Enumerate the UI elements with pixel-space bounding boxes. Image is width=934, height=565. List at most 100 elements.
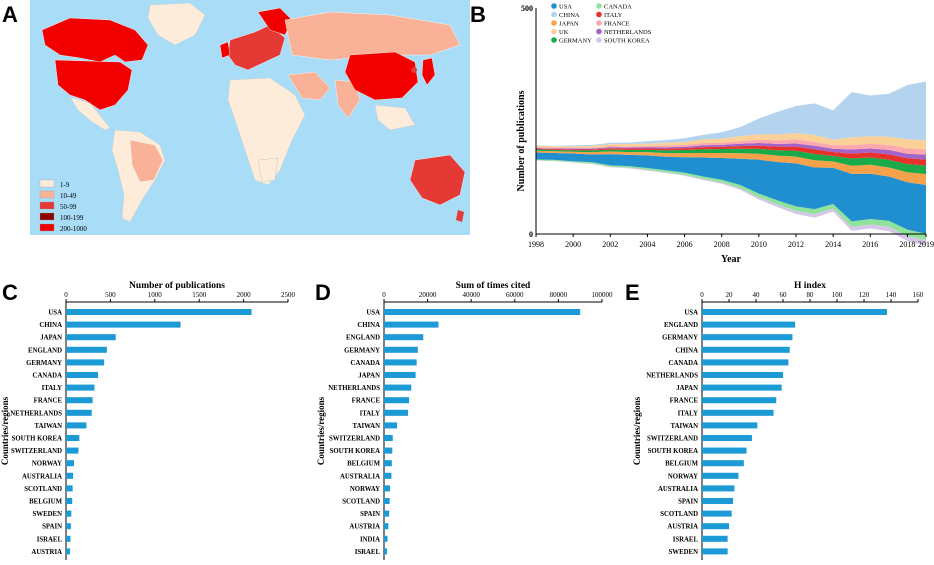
category-label-scotland: SCOTLAND xyxy=(660,511,698,518)
bar-italy xyxy=(384,409,408,416)
country-russia xyxy=(284,11,461,61)
bar-france xyxy=(702,397,777,404)
legend-label-100-199: 100-199 xyxy=(60,214,84,222)
stream-axes: 1998 2000 2002 2004 2006 2008 2010 2012 2014 2016… xyxy=(521,4,934,249)
chart-title: H index xyxy=(794,281,826,291)
x-tick-label: 2014 xyxy=(825,240,841,249)
stream-layer-france xyxy=(536,139,926,155)
legend-dot-netherlands xyxy=(596,28,602,35)
country-southeast-asia xyxy=(374,104,416,131)
stream-layer-japan xyxy=(536,150,926,185)
legend-label-50-99: 50-99 xyxy=(60,203,77,211)
x-tick-label: 20000 xyxy=(419,291,437,299)
bar-austria xyxy=(702,523,729,530)
x-tick-label: 1998 xyxy=(528,240,544,249)
bar-china xyxy=(702,346,790,353)
category-label-japan: JAPAN xyxy=(676,385,698,392)
x-tick-label: 1000 xyxy=(148,291,163,299)
x-tick-label: 2000 xyxy=(237,291,252,299)
category-label-france: FRANCE xyxy=(670,398,699,405)
legend-label-france: FRANCE xyxy=(604,21,630,28)
bar-israel xyxy=(702,535,728,542)
bar-scotland xyxy=(702,510,732,517)
legend-label-japan: JAPAN xyxy=(559,21,579,28)
x-tick-label: 100 xyxy=(832,291,843,299)
bar-sweden xyxy=(66,510,72,517)
legend-label-usa: USA xyxy=(559,4,572,11)
legend-label-south-korea: SOUTH KOREA xyxy=(604,38,650,45)
category-label-australia: AUSTRALIA xyxy=(22,473,62,480)
country-usa xyxy=(54,59,133,111)
x-tick-label: 2010 xyxy=(751,240,767,249)
y-axis-label: Countries/regions xyxy=(632,396,642,465)
country-mexico xyxy=(69,96,111,131)
category-label-austria: AUSTRIA xyxy=(349,524,380,531)
bar-south-korea xyxy=(384,447,393,454)
bar-taiwan xyxy=(66,422,87,429)
category-label-south-korea: SOUTH KOREA xyxy=(648,448,699,455)
x-tick-label: 500 xyxy=(105,291,116,299)
bar-switzerland xyxy=(384,434,393,442)
bar-belgium xyxy=(384,460,392,467)
bar-usa xyxy=(66,308,252,316)
category-label-south-korea: SOUTH KOREA xyxy=(12,436,63,443)
x-tick-label: 0 xyxy=(382,291,386,299)
legend-label-germany: GERMANY xyxy=(559,38,592,45)
bar-sweden xyxy=(702,548,728,555)
legend-label-200-1000: 200-1000 xyxy=(60,225,87,233)
bar-belgium xyxy=(702,460,744,467)
bar-chart-citations: Sum of times cited 0 20000 40000 60000 80000 1… xyxy=(316,281,613,560)
legend-label-china: CHINA xyxy=(559,12,580,19)
bar-france xyxy=(384,397,410,404)
bar-usa xyxy=(702,308,887,316)
category-label-taiwan: TAIWAN xyxy=(35,423,63,430)
bar-germany xyxy=(384,346,418,353)
bar-norway xyxy=(384,485,391,492)
country-uk xyxy=(219,41,231,59)
x-tick-label: 2004 xyxy=(639,240,655,249)
bar-italy xyxy=(702,409,774,416)
y-tick-label: 0 xyxy=(529,230,533,239)
bar-spain xyxy=(66,523,71,530)
category-label-china: CHINA xyxy=(357,322,380,329)
legend-dot-germany xyxy=(551,37,557,43)
bar-japan xyxy=(702,384,782,391)
category-label-israel: ISRAEL xyxy=(355,549,381,556)
category-label-japan: JAPAN xyxy=(40,335,62,342)
x-tick-label: 0 xyxy=(64,291,68,299)
bar-austria xyxy=(66,548,70,555)
category-label-sweden: SWEDEN xyxy=(33,511,63,518)
category-label-england: ENGLAND xyxy=(664,322,698,329)
x-tick-label: 2002 xyxy=(602,240,618,249)
y-tick-label: 500 xyxy=(521,4,533,13)
category-label-germany: GERMANY xyxy=(26,360,62,367)
x-tick-label: 2012 xyxy=(788,240,804,249)
category-label-norway: NORWAY xyxy=(350,486,380,493)
bar-japan xyxy=(66,334,116,341)
x-tick-label: 160 xyxy=(913,291,924,299)
category-label-belgium: BELGIUM xyxy=(29,499,62,506)
bar-england xyxy=(66,346,107,353)
legend-swatch-1-9 xyxy=(39,179,55,188)
stream-layer-uk xyxy=(536,133,926,150)
category-label-australia: AUSTRALIA xyxy=(658,486,698,493)
category-label-netherlands: NETHERLANDS xyxy=(646,373,698,380)
x-tick-label: 80 xyxy=(807,291,815,299)
x-tick-label: 2008 xyxy=(714,240,730,249)
legend-swatch-100-199 xyxy=(39,212,55,221)
category-label-usa: USA xyxy=(684,310,698,317)
legend-label-1-9: 1-9 xyxy=(60,181,70,189)
category-label-israel: ISRAEL xyxy=(37,536,63,543)
bar-canada xyxy=(384,359,417,366)
bar-south-korea xyxy=(702,447,747,454)
category-label-norway: NORWAY xyxy=(32,461,62,468)
category-label-italy: ITALY xyxy=(42,385,62,392)
country-south-korea xyxy=(411,67,417,73)
country-canada xyxy=(41,17,149,63)
country-middle-east xyxy=(287,71,331,101)
bar-scotland xyxy=(384,497,390,505)
legend-label-italy: ITALY xyxy=(604,12,623,19)
x-tick-label: 2000 xyxy=(565,240,581,249)
legend-dot-china xyxy=(551,11,557,18)
